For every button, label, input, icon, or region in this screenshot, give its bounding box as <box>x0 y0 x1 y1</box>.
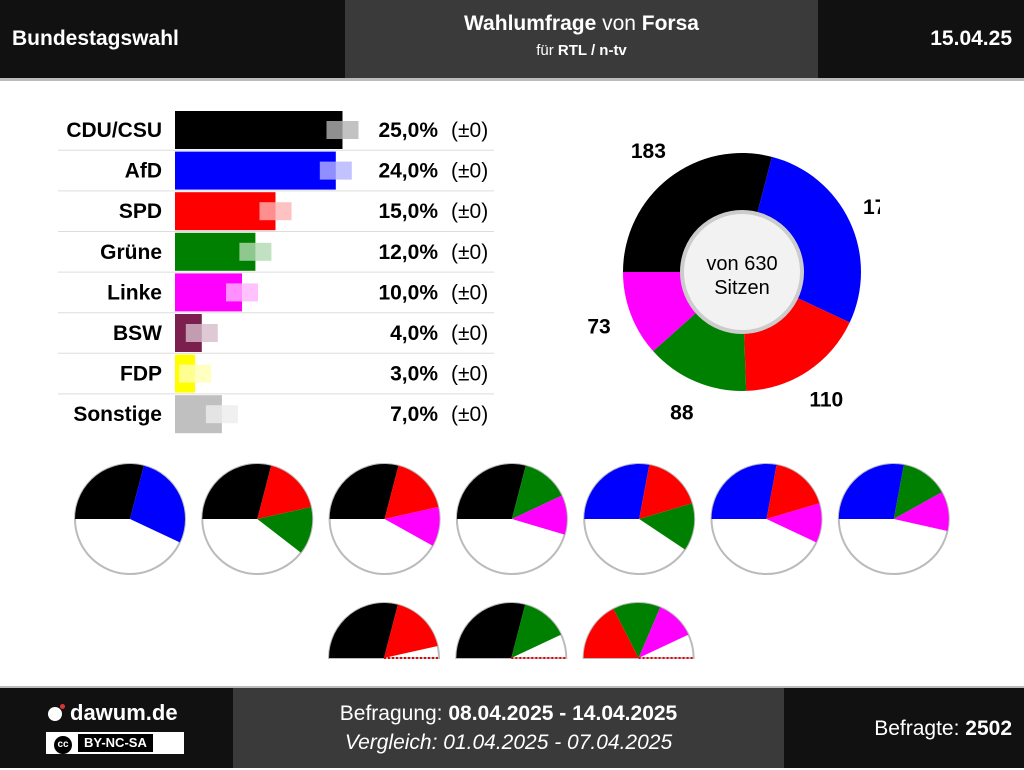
previous-marker-fdp <box>179 364 212 383</box>
previous-marker-cdu-csu <box>326 121 359 139</box>
poll-client: für RTL / n-tv <box>345 42 818 59</box>
client-prefix: für <box>536 42 558 59</box>
footer-bar: dawum.de cc BY-NC-SA Befragung: 08.04.202… <box>0 688 1024 768</box>
site-name: dawum.de <box>70 700 178 725</box>
party-label-cdu-csu: CDU/CSU <box>66 119 162 142</box>
bar-cdu-csu <box>175 111 343 149</box>
value-label-sonstige: 7,0% <box>390 403 438 426</box>
donut-center-text: von 630 <box>706 253 777 275</box>
previous-marker-afd <box>319 161 352 180</box>
change-label-linke: (±0) <box>451 281 488 304</box>
seat-slice-cdu-csu <box>623 152 772 272</box>
respondents-label: Befragte: <box>874 717 966 740</box>
survey-period-box: Befragung: 08.04.2025 - 14.04.2025 Vergl… <box>233 688 784 768</box>
value-label-afd: 24,0% <box>378 160 438 183</box>
survey-period: Befragung: 08.04.2025 - 14.04.2025 <box>233 702 784 726</box>
change-label-fdp: (±0) <box>451 363 488 386</box>
header-title-box: Wahlumfrage von Forsa für RTL / n-tv <box>345 0 818 78</box>
poll-title: Wahlumfrage von Forsa <box>345 12 818 36</box>
value-label-linke: 10,0% <box>378 281 438 304</box>
license-badge[interactable]: cc BY-NC-SA <box>46 732 184 754</box>
respondents: Befragte: 2502 <box>874 688 1012 768</box>
party-label-linke: Linke <box>107 281 162 304</box>
poll-title-joiner: von <box>596 12 642 35</box>
value-label-cdu-csu: 25,0% <box>378 119 438 142</box>
seat-label-cdu-csu: 183 <box>631 140 666 163</box>
donut-center <box>680 210 804 334</box>
party-label-bsw: BSW <box>113 322 162 345</box>
pollster-name: Forsa <box>641 12 699 35</box>
license-text: BY-NC-SA <box>78 734 153 752</box>
footer-divider <box>0 686 1024 689</box>
seat-slice-spd <box>744 297 850 391</box>
previous-marker-spd <box>259 202 292 221</box>
donut-center-text: Sitzen <box>714 277 770 299</box>
poll-date: 15.04.25 <box>930 27 1012 50</box>
client-name: RTL / n-tv <box>557 42 627 59</box>
value-label-bsw: 4,0% <box>390 322 438 345</box>
cc-icon: cc <box>54 736 72 754</box>
change-label-cdu-csu: (±0) <box>451 119 488 142</box>
election-label: Bundestagswahl <box>12 27 179 50</box>
party-label-afd: AfD <box>125 160 162 183</box>
previous-marker-gr-ne <box>239 242 272 261</box>
respondents-value: 2502 <box>965 717 1012 740</box>
header-divider <box>0 78 1024 81</box>
logo-icon <box>48 704 65 721</box>
previous-marker-linke <box>226 283 258 302</box>
poll-title-word: Wahlumfrage <box>464 12 597 35</box>
seat-slice-gr-ne <box>653 311 747 391</box>
survey-label: Befragung: <box>339 702 449 725</box>
seat-label-spd: 110 <box>809 389 843 412</box>
seat-label-afd: 176 <box>863 196 880 219</box>
bar-afd <box>175 151 336 190</box>
party-label-sonstige: Sonstige <box>73 403 162 426</box>
value-label-fdp: 3,0% <box>390 363 438 386</box>
value-label-gr-ne: 12,0% <box>378 241 438 264</box>
change-label-gr-ne: (±0) <box>451 241 488 264</box>
change-label-afd: (±0) <box>451 160 488 183</box>
seat-slice-linke <box>623 272 698 352</box>
header-bar: Bundestagswahl Wahlumfrage von Forsa für… <box>0 0 1024 78</box>
seat-slice-afd <box>757 156 861 323</box>
change-label-sonstige: (±0) <box>451 403 488 426</box>
change-label-spd: (±0) <box>451 200 488 223</box>
comparison-period: Vergleich: 01.04.2025 - 07.04.2025 <box>344 731 673 754</box>
previous-marker-bsw <box>185 324 218 342</box>
site-logo[interactable]: dawum.de <box>48 700 178 726</box>
party-label-gr-ne: Grüne <box>100 241 162 264</box>
seat-label-gr-ne: 88 <box>670 402 694 420</box>
bar-spd <box>175 192 276 231</box>
previous-marker-sonstige <box>205 405 238 424</box>
party-label-spd: SPD <box>119 200 162 223</box>
seat-label-linke: 73 <box>587 315 610 338</box>
party-label-fdp: FDP <box>120 363 162 386</box>
change-label-bsw: (±0) <box>451 322 488 345</box>
survey-dates: 08.04.2025 - 14.04.2025 <box>448 702 678 725</box>
value-label-spd: 15,0% <box>378 200 438 223</box>
